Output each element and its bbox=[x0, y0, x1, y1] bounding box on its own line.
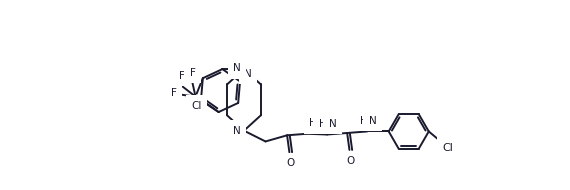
Text: N: N bbox=[233, 63, 241, 73]
Text: N: N bbox=[233, 126, 241, 136]
Text: O: O bbox=[287, 158, 295, 168]
Text: F: F bbox=[189, 68, 196, 78]
Text: HN: HN bbox=[310, 118, 325, 128]
Text: N: N bbox=[369, 116, 376, 126]
Text: H: H bbox=[319, 119, 327, 129]
Text: N: N bbox=[244, 69, 251, 79]
Text: F: F bbox=[171, 88, 177, 98]
Text: O: O bbox=[347, 156, 355, 166]
Text: F: F bbox=[179, 71, 185, 81]
Text: Cl: Cl bbox=[192, 101, 202, 111]
Text: Cl: Cl bbox=[443, 143, 454, 153]
Text: H: H bbox=[360, 116, 368, 126]
Text: N: N bbox=[329, 119, 336, 129]
